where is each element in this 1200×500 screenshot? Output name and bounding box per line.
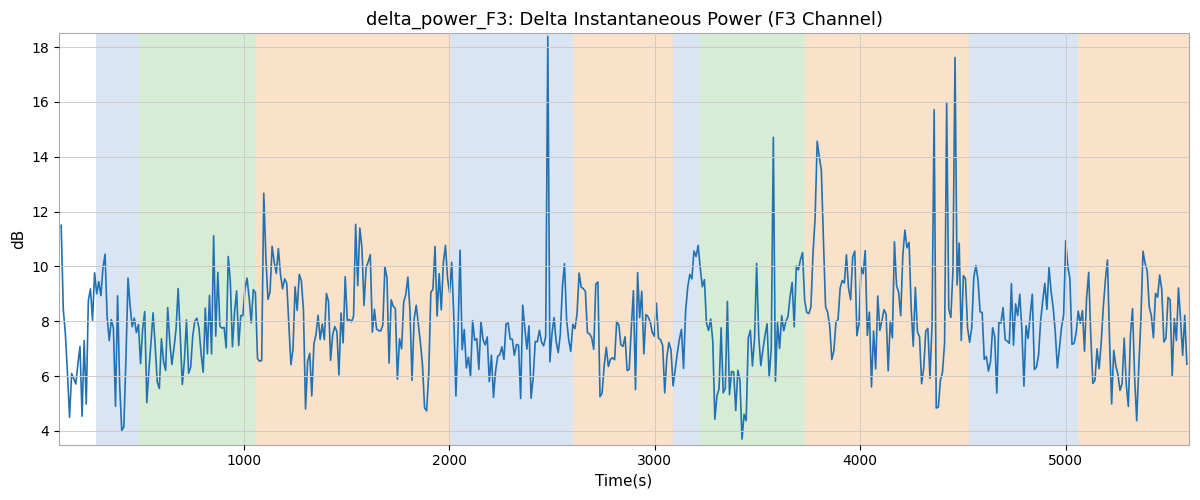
Bar — [257, 34, 451, 445]
Bar — [805, 34, 970, 445]
Y-axis label: dB: dB — [11, 229, 26, 249]
Bar — [139, 34, 257, 445]
Bar — [451, 34, 572, 445]
Bar — [1078, 34, 1193, 445]
X-axis label: Time(s): Time(s) — [595, 474, 653, 489]
Bar — [700, 34, 805, 445]
Bar — [970, 34, 1078, 445]
Bar — [572, 34, 673, 445]
Title: delta_power_F3: Delta Instantaneous Power (F3 Channel): delta_power_F3: Delta Instantaneous Powe… — [366, 11, 882, 30]
Bar — [96, 34, 139, 445]
Bar — [673, 34, 700, 445]
